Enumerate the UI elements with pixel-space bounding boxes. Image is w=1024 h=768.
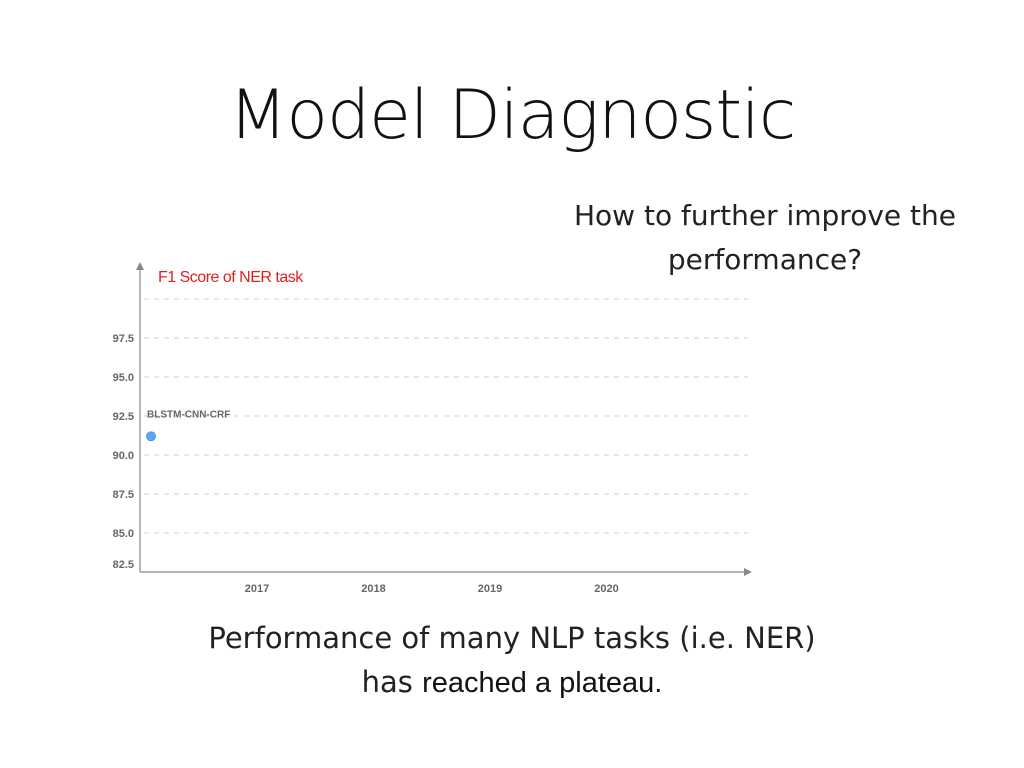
chart-title: F1 Score of NER task	[158, 269, 304, 286]
x-tick-label: 2018	[361, 583, 385, 595]
y-tick-label: 92.5	[113, 411, 134, 423]
slide-question: How to further improve the performance?	[574, 199, 956, 276]
caption-emphasis: reached a plateau.	[422, 667, 663, 699]
y-tick-label: 97.5	[113, 333, 134, 345]
data-point	[146, 431, 156, 442]
x-axis-arrow	[744, 568, 752, 576]
x-tick-label: 2020	[594, 583, 618, 595]
slide-caption: Performance of many NLP tasks (i.e. NER)…	[0, 616, 1024, 705]
y-tick-label: 87.5	[113, 489, 134, 501]
data-point-label: BLSTM-CNN-CRF	[147, 409, 230, 420]
y-tick-label: 90.0	[113, 450, 134, 462]
slide-title: Model Diagnostic	[228, 76, 797, 155]
y-axis-arrow	[136, 262, 144, 270]
caption-prefix: has	[361, 665, 423, 699]
y-tick-label: 82.5	[113, 559, 134, 571]
x-tick-label: 2017	[245, 583, 269, 595]
x-tick-label: 2019	[478, 583, 502, 595]
y-tick-label: 95.0	[113, 372, 134, 384]
caption-line-2: has reached a plateau.	[0, 660, 1024, 705]
caption-line-1: Performance of many NLP tasks (i.e. NER)	[208, 621, 816, 655]
y-tick-label: 85.0	[113, 528, 134, 540]
